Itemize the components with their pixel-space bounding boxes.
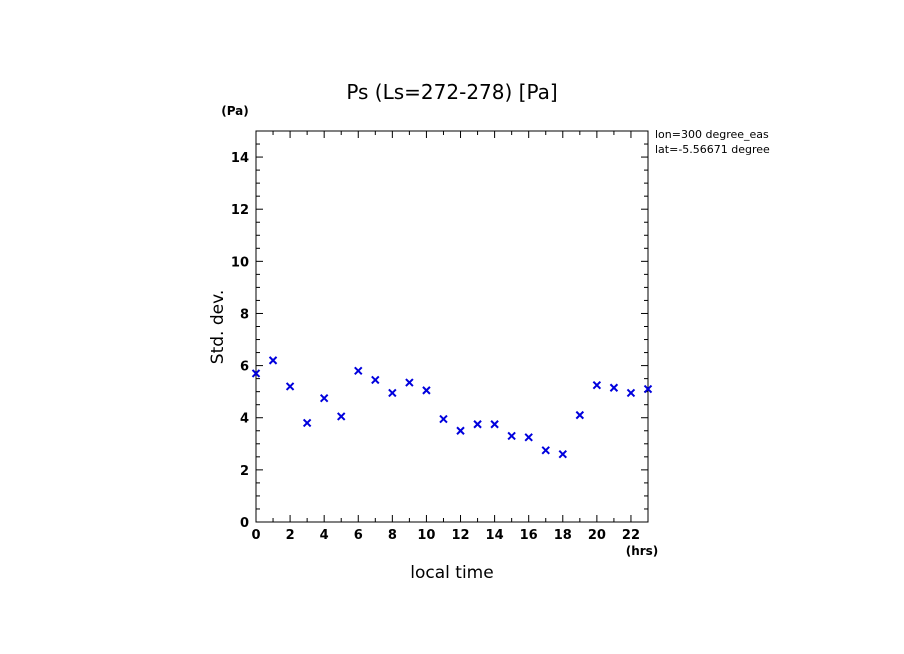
- y-tick-label: 12: [231, 203, 249, 218]
- data-point: [524, 433, 533, 442]
- x-tick-label: 20: [588, 528, 606, 543]
- y-tick-label: 2: [240, 464, 249, 479]
- plot-frame: [255, 130, 649, 523]
- y-axis-unit: (Pa): [221, 104, 249, 118]
- data-point: [575, 410, 585, 420]
- data-points: [251, 356, 653, 459]
- data-point: [422, 386, 431, 395]
- data-point: [643, 384, 653, 394]
- data-point: [592, 380, 602, 390]
- data-point: [473, 420, 482, 429]
- x-tick-label: 4: [320, 528, 329, 543]
- data-point: [251, 369, 261, 378]
- x-axis-label: local time: [410, 563, 493, 583]
- chart-title: Ps (Ls=272-278) [Pa]: [346, 80, 557, 104]
- lon-annotation: lon=300 degree_eas: [655, 128, 769, 141]
- x-axis-ticks: 0 2 4 6 8 10 12 14 16 18 20 22: [251, 131, 649, 543]
- data-point: [439, 414, 448, 424]
- data-point: [507, 431, 516, 441]
- x-tick-label: 22: [622, 528, 640, 543]
- y-tick-label: 14: [231, 151, 249, 166]
- data-point: [456, 426, 465, 435]
- y-tick-label: 0: [240, 516, 249, 531]
- y-axis-label: Std. dev.: [208, 290, 228, 364]
- lat-annotation: lat=-5.56671 degree: [655, 143, 770, 156]
- y-axis-ticks: 0 2 4 6 8 10 12 14: [231, 130, 648, 531]
- x-tick-label: 14: [486, 528, 504, 543]
- data-point: [490, 420, 499, 429]
- data-point: [337, 412, 346, 421]
- y-tick-label: 6: [240, 360, 249, 375]
- data-point: [609, 383, 619, 392]
- data-point: [302, 418, 312, 428]
- y-tick-label: 4: [240, 412, 249, 427]
- data-point: [541, 446, 550, 455]
- x-tick-label: 0: [251, 528, 260, 543]
- x-axis-unit: (hrs): [626, 544, 659, 558]
- x-tick-label: 16: [520, 528, 538, 543]
- data-point: [285, 382, 295, 391]
- x-tick-label: 6: [354, 528, 363, 543]
- y-tick-label: 8: [240, 307, 249, 322]
- x-tick-label: 18: [554, 528, 572, 543]
- x-tick-label: 2: [286, 528, 295, 543]
- x-tick-label: 10: [417, 528, 435, 543]
- y-tick-label: 10: [231, 255, 249, 270]
- x-tick-label: 12: [451, 528, 469, 543]
- data-point: [319, 393, 329, 403]
- data-point: [558, 450, 567, 459]
- data-point: [371, 375, 380, 385]
- data-point: [388, 388, 397, 398]
- data-point: [626, 388, 636, 398]
- x-tick-label: 8: [388, 528, 397, 543]
- data-point: [354, 366, 363, 376]
- data-point: [268, 356, 278, 365]
- data-point: [405, 378, 414, 387]
